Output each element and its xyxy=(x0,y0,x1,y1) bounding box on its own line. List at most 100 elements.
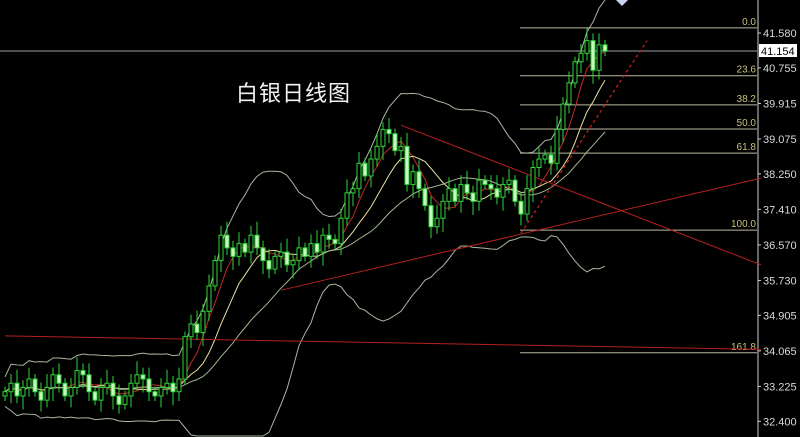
candle-body xyxy=(470,192,476,202)
candle-body xyxy=(542,154,548,160)
candle-body xyxy=(440,200,446,219)
candle-body xyxy=(578,52,584,63)
candle-body xyxy=(458,183,464,202)
candle-body xyxy=(338,217,344,245)
candle-body xyxy=(512,179,518,202)
candle-body xyxy=(422,188,428,207)
candle-body xyxy=(506,179,512,185)
y-tick-label: 32.400 xyxy=(763,416,797,428)
candle-body xyxy=(308,243,314,257)
candle-body xyxy=(248,234,254,253)
candle-body xyxy=(416,171,422,190)
candle-body xyxy=(62,382,68,397)
candle-body xyxy=(530,167,536,190)
candle-body xyxy=(20,386,26,397)
y-tick-label: 36.570 xyxy=(763,240,797,252)
candle-body xyxy=(44,386,50,401)
candle-body xyxy=(266,260,272,270)
candle-body xyxy=(314,243,320,253)
candle-body xyxy=(8,382,14,393)
candle-body xyxy=(38,391,44,401)
fib-level-label: 100.0 xyxy=(731,219,756,230)
candle-body xyxy=(398,145,404,152)
y-tick-label: 39.075 xyxy=(763,134,797,146)
fib-level-label: 38.2 xyxy=(737,94,757,105)
trendline xyxy=(4,335,762,350)
candle-body xyxy=(284,251,290,266)
bollinger-lower-band xyxy=(4,235,606,437)
candle-body xyxy=(554,128,560,164)
candle-body xyxy=(134,374,140,384)
fib-level-label: 23.6 xyxy=(737,65,757,76)
candle-body xyxy=(74,370,80,388)
y-tick-label: 39.915 xyxy=(763,98,797,110)
candle-body xyxy=(320,234,326,253)
candle-body xyxy=(140,374,146,380)
candle-body xyxy=(290,260,296,266)
candle-body xyxy=(128,382,134,397)
candle-body xyxy=(374,145,380,160)
candle-body xyxy=(362,162,368,177)
y-tick-label: 33.225 xyxy=(763,381,797,393)
candle-body xyxy=(278,251,284,257)
candle-body xyxy=(182,336,188,380)
candle-body xyxy=(386,128,392,135)
candle-body xyxy=(584,40,590,54)
fib-level-label: 161.8 xyxy=(731,342,756,353)
candle-body xyxy=(56,374,62,384)
candle-body xyxy=(260,247,266,262)
candle-body xyxy=(434,217,440,228)
candle-body xyxy=(410,171,416,185)
y-tick-label: 37.410 xyxy=(763,204,797,216)
candle-body xyxy=(446,188,452,202)
trendline xyxy=(400,124,762,266)
candle-body xyxy=(602,44,608,52)
candle-body xyxy=(116,395,122,405)
candle-body xyxy=(332,238,338,245)
candle-body xyxy=(368,158,374,177)
y-tick-label: 41.580 xyxy=(763,28,797,40)
candle-body xyxy=(236,243,242,257)
candle-body xyxy=(2,391,8,397)
candle-body xyxy=(464,183,470,194)
candle-body xyxy=(536,158,542,169)
candle-body xyxy=(566,82,572,105)
candle-body xyxy=(68,386,74,397)
candle-body xyxy=(548,154,554,164)
candle-body xyxy=(158,386,164,397)
candle-body xyxy=(590,40,596,71)
candle-body xyxy=(212,260,218,287)
candle-body xyxy=(152,391,158,397)
y-tick-label: 34.905 xyxy=(763,310,797,322)
candle-body xyxy=(110,382,116,397)
candle-body xyxy=(380,128,386,147)
candle-body xyxy=(200,310,206,333)
candle-body xyxy=(524,188,530,215)
ma-20-line xyxy=(4,131,606,393)
chart-title: 白银日线图 xyxy=(236,82,352,107)
candle-body xyxy=(572,61,578,84)
bollinger-upper-band xyxy=(4,0,606,378)
dotted-trendline xyxy=(520,40,648,234)
candle-body xyxy=(302,247,308,257)
fib-level-label: 61.8 xyxy=(737,142,757,153)
candle-body xyxy=(170,382,176,393)
candle-body xyxy=(188,323,194,338)
candle-body xyxy=(488,183,494,190)
candle-body xyxy=(350,188,356,194)
candle-body xyxy=(164,382,170,388)
candle-body xyxy=(14,382,20,397)
candle-body xyxy=(404,145,410,185)
candle-body xyxy=(482,179,488,185)
candle-body xyxy=(242,243,248,253)
fib-level-label: 0.0 xyxy=(742,17,756,28)
y-tick-label: 40.755 xyxy=(763,63,797,75)
candle-body xyxy=(428,205,434,228)
candle-body xyxy=(206,285,212,312)
candle-body xyxy=(518,200,524,215)
candle-body xyxy=(452,188,458,202)
candle-body xyxy=(50,374,56,388)
y-tick-label: 35.730 xyxy=(763,275,797,287)
candle-body xyxy=(500,183,506,198)
